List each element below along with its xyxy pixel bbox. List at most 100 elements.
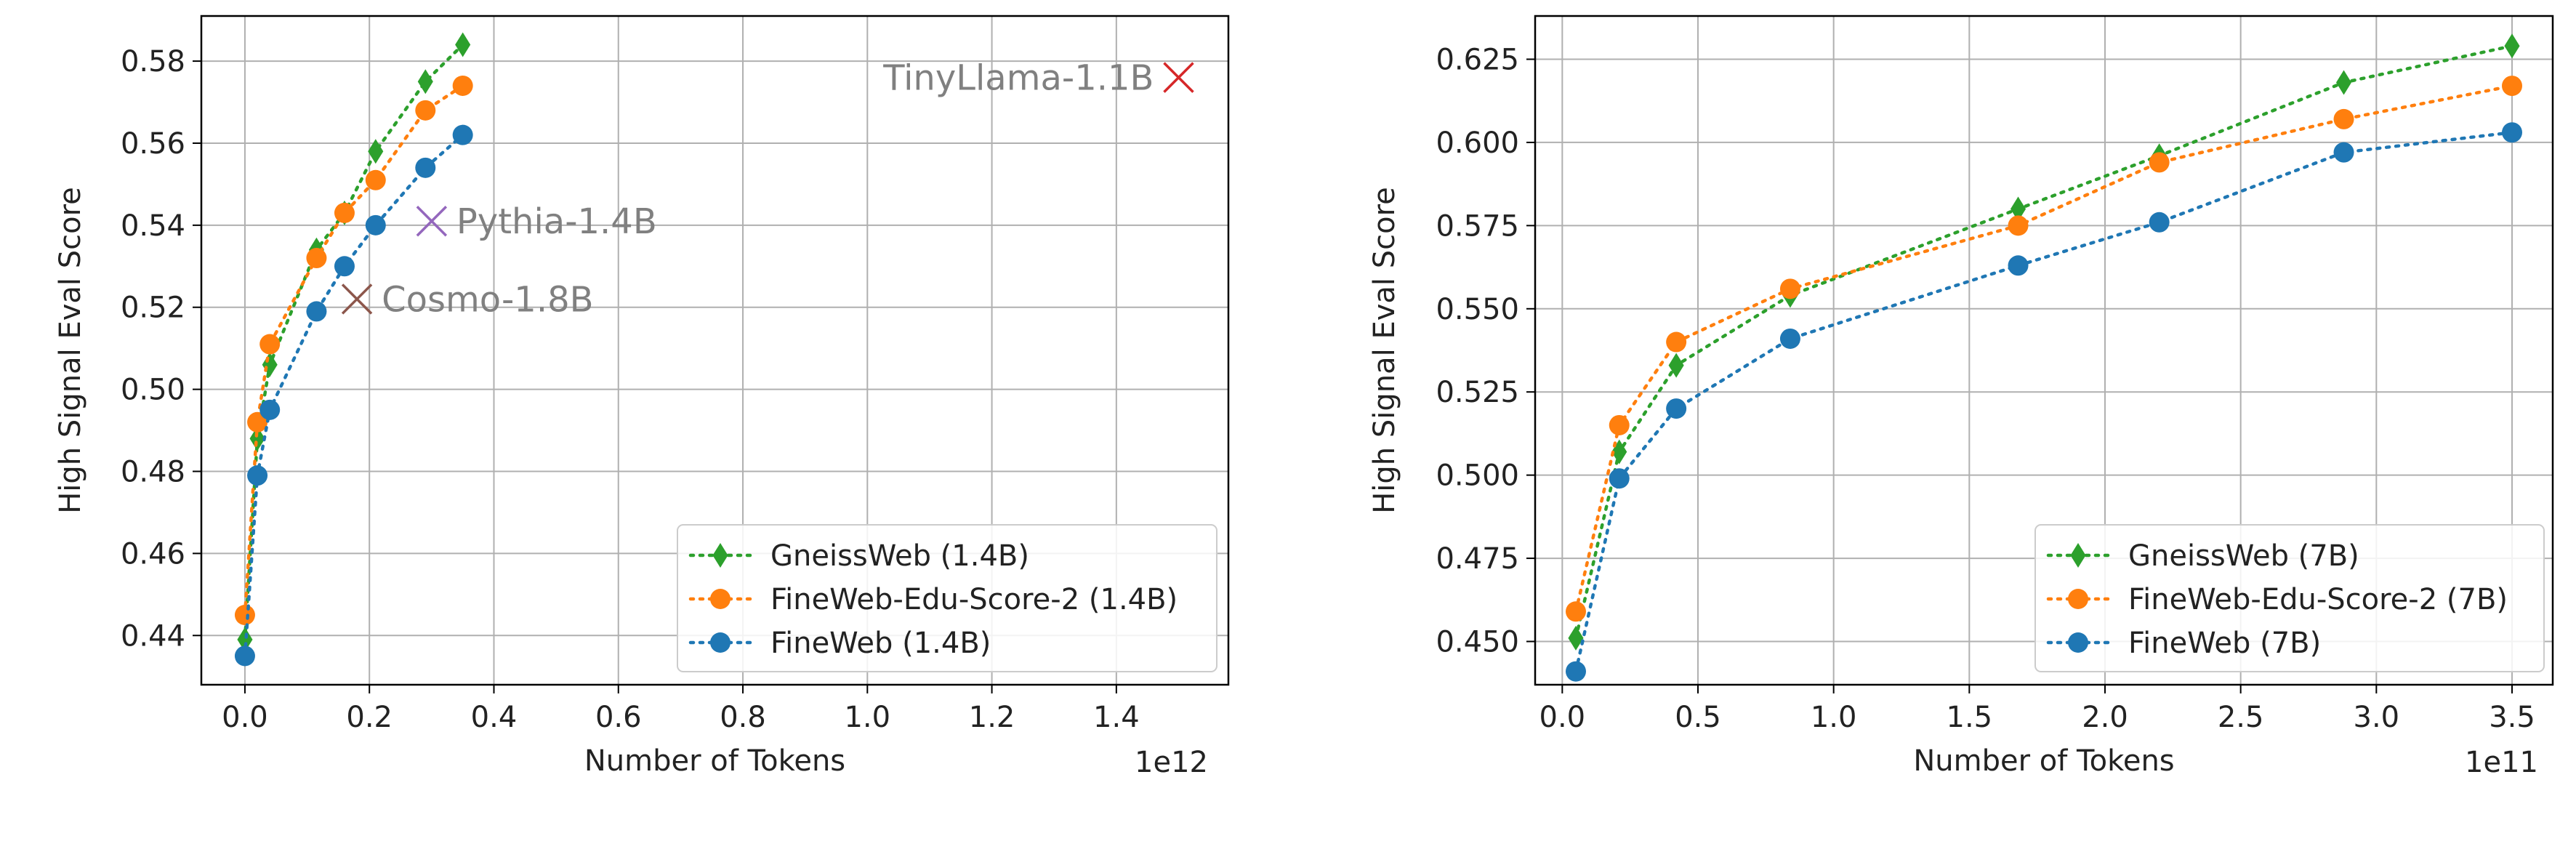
data-point-1-5 (365, 169, 386, 190)
data-point-1-6 (2333, 108, 2354, 129)
x-axis-title: Number of Tokens (1913, 744, 2174, 778)
data-point-0-2 (262, 352, 278, 377)
series-line-0 (1574, 44, 2514, 640)
x-axis-multiplier: 1e12 (1135, 746, 1208, 779)
chart-panel-1: 0.0 0.2 0.4 0.6 0.8 1.0 1.2 1.4 0.44 0.46 0.48 0.50… (54, 15, 1230, 779)
plot-frame (200, 15, 1230, 686)
legend-box (677, 524, 1217, 672)
data-point-2-4 (2008, 255, 2029, 276)
data-point-1-7 (2502, 76, 2522, 97)
data-point-0-7 (455, 32, 471, 57)
data-point-1-5 (2149, 152, 2170, 173)
legend-swatch-marker-0 (712, 543, 728, 568)
data-point-2-7 (2502, 122, 2522, 143)
legend-label-1: FineWeb-Edu-Score-2 (1.4B) (770, 583, 1178, 616)
y-tick-label-6: 0.600 (1436, 126, 1519, 160)
data-point-2-6 (2333, 142, 2354, 163)
data-point-2-0 (234, 645, 255, 667)
x-tick-label-3: 1.5 (1947, 701, 1993, 734)
data-point-2-2 (259, 399, 281, 420)
y-axis-title: High Signal Eval Score (54, 187, 87, 514)
data-point-1-4 (2008, 215, 2029, 236)
series-line-1 (1574, 84, 2514, 613)
data-point-2-1 (1609, 468, 1630, 489)
legend-swatch-marker-2 (710, 632, 730, 653)
y-tick-label-5: 0.575 (1436, 209, 1519, 243)
data-point-1-1 (1609, 414, 1630, 435)
y-axis-title: High Signal Eval Score (1368, 187, 1401, 514)
data-point-1-3 (1779, 278, 1800, 299)
x-tick-label-0: 0.0 (222, 701, 268, 734)
x-tick-label-7: 3.5 (2489, 701, 2535, 734)
x-axis-multiplier: 1e11 (2465, 746, 2538, 779)
x-tick-label-4: 2.0 (2082, 701, 2128, 734)
y-tick-label-2: 0.500 (1436, 459, 1519, 493)
x-tick-label-6: 3.0 (2354, 701, 2400, 734)
data-point-1-0 (234, 605, 255, 626)
legend-label-0: GneissWeb (1.4B) (770, 539, 1029, 573)
x-axis-title: Number of Tokens (584, 744, 845, 778)
legend-swatch-marker-1 (710, 589, 730, 609)
y-tick-label-4: 0.52 (121, 291, 185, 325)
x-tick-label-4: 0.8 (720, 701, 766, 734)
x-tick-label-1: 0.2 (346, 701, 393, 734)
data-point-0-2 (1668, 353, 1684, 378)
data-point-2-6 (415, 157, 436, 178)
data-point-1-4 (334, 202, 355, 223)
data-point-0-0 (237, 627, 253, 652)
annotation-marker-0 (1163, 62, 1194, 93)
annotation-label-0: TinyLlama-1.1B (882, 58, 1154, 99)
data-point-2-1 (247, 465, 268, 486)
data-point-0-1 (249, 426, 265, 451)
data-point-0-4 (2010, 196, 2026, 222)
x-tick-label-5: 1.0 (844, 701, 890, 734)
y-tick-label-1: 0.46 (121, 537, 185, 571)
x-tick-label-3: 0.6 (595, 701, 642, 734)
data-point-0-6 (417, 69, 433, 94)
y-tick-label-0: 0.44 (121, 619, 185, 653)
x-tick-label-7: 1.4 (1093, 701, 1140, 734)
y-tick-label-6: 0.56 (121, 127, 185, 161)
data-point-2-0 (1566, 661, 1586, 682)
x-tick-label-0: 0.0 (1539, 701, 1586, 734)
legend-swatch-marker-0 (2070, 543, 2086, 568)
data-point-1-0 (1566, 601, 1586, 622)
legend: GneissWeb (1.4B) FineWeb-Edu-Score-2 (1.4… (677, 524, 1217, 672)
series-line-0 (243, 43, 464, 642)
y-tick-label-7: 0.58 (121, 45, 185, 79)
chart-panel-2: 0.0 0.5 1.0 1.5 2.0 2.5 3.0 3.5 0.450 0.475 0.500 0… (1368, 15, 2554, 779)
data-point-0-0 (1568, 625, 1584, 651)
data-point-2-3 (1779, 328, 1800, 349)
data-point-0-6 (2335, 70, 2352, 95)
annotation-label-2: Cosmo-1.8B (382, 279, 594, 320)
data-point-1-2 (259, 334, 281, 355)
data-point-1-6 (415, 100, 436, 121)
legend-swatch-marker-1 (2068, 589, 2088, 609)
x-tick-label-5: 2.5 (2218, 701, 2264, 734)
data-point-2-3 (306, 301, 327, 322)
x-tick-label-1: 0.5 (1675, 701, 1721, 734)
series-line-2 (243, 133, 464, 658)
y-tick-label-5: 0.54 (121, 209, 185, 243)
x-tick-label-2: 0.4 (471, 701, 518, 734)
legend-label-2: FineWeb (7B) (2128, 627, 2321, 660)
y-tick-label-2: 0.48 (121, 456, 185, 489)
data-point-1-3 (306, 248, 327, 269)
y-tick-label-4: 0.550 (1436, 293, 1519, 326)
annotation-marker-1 (416, 205, 448, 237)
data-point-2-4 (334, 256, 355, 277)
x-tick-label-2: 1.0 (1811, 701, 1857, 734)
plot-frame (1534, 15, 2554, 686)
annotation-marker-2 (341, 283, 373, 315)
legend: GneissWeb (7B) FineWeb-Edu-Score-2 (7B) Fi… (2034, 524, 2545, 672)
data-point-1-1 (247, 411, 268, 432)
legend-swatch-marker-2 (2068, 632, 2088, 653)
x-tick-label-6: 1.2 (969, 701, 1015, 734)
data-point-1-2 (1666, 331, 1687, 353)
data-point-2-7 (452, 124, 473, 145)
y-tick-label-3: 0.525 (1436, 376, 1519, 409)
y-tick-label-7: 0.625 (1436, 44, 1519, 77)
series-line-2 (1574, 130, 2514, 673)
legend-box (2034, 524, 2545, 672)
